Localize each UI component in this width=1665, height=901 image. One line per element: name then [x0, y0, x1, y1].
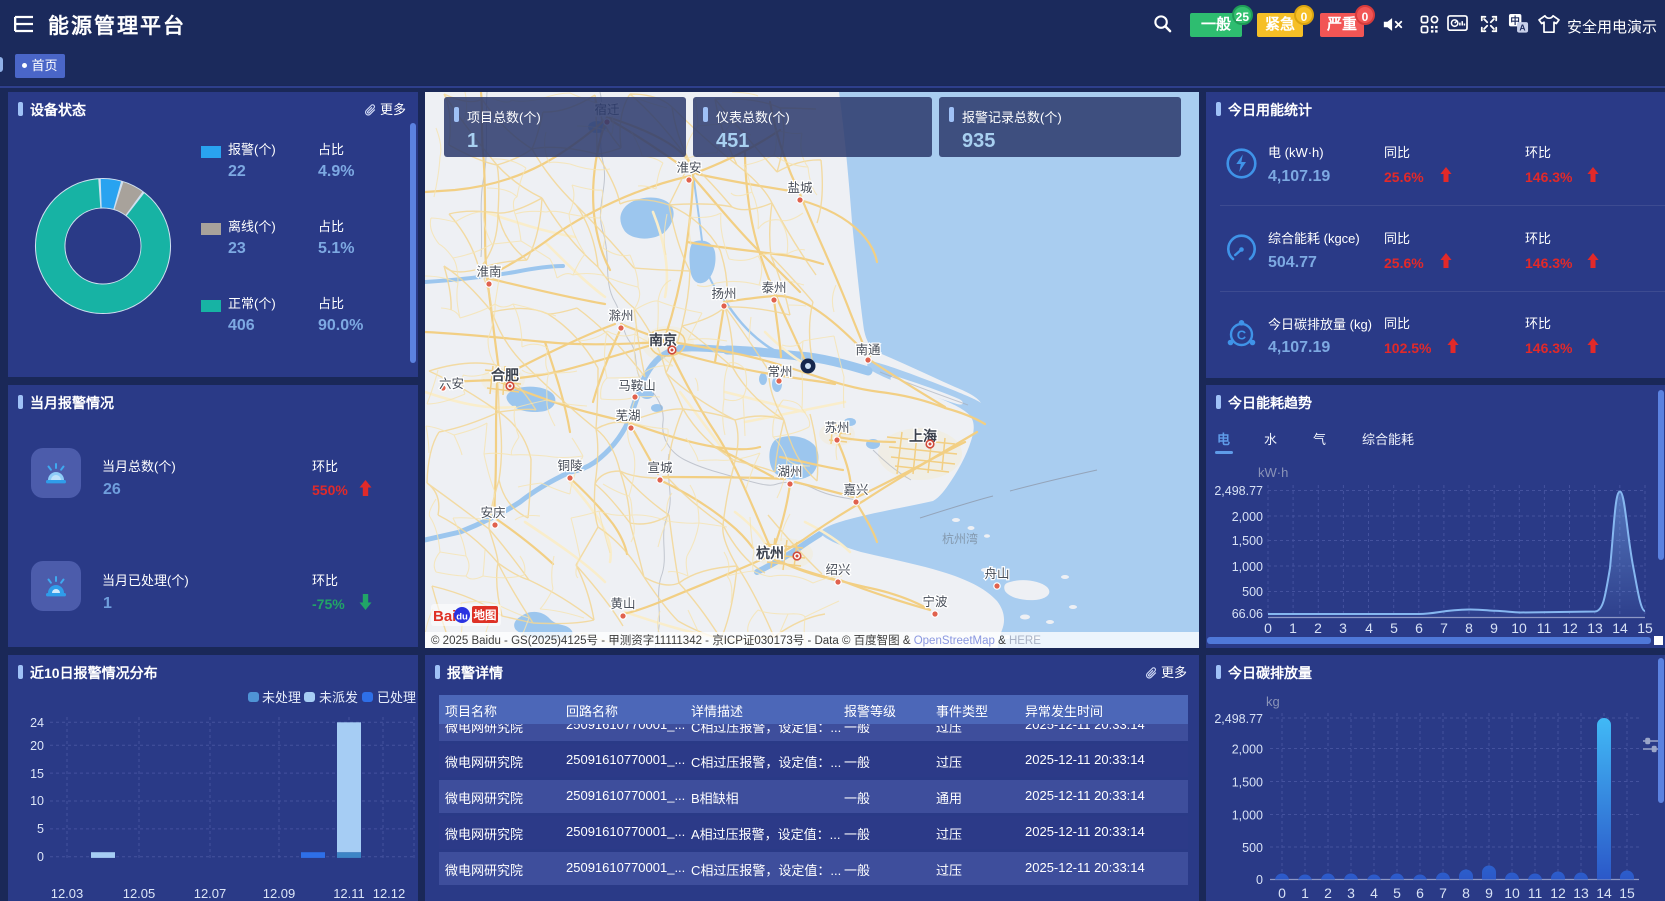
svg-text:黄山: 黄山 — [610, 597, 635, 611]
svg-text:kg: kg — [1266, 694, 1280, 709]
svg-text:13: 13 — [1587, 620, 1603, 636]
svg-text:12.09: 12.09 — [263, 886, 296, 901]
svg-text:2: 2 — [1324, 885, 1332, 901]
svg-text:12.11: 12.11 — [333, 886, 365, 901]
svg-text:6: 6 — [1415, 620, 1423, 636]
svg-text:14: 14 — [1612, 620, 1628, 636]
svg-text:12.12: 12.12 — [373, 886, 406, 901]
svg-text:安庆: 安庆 — [480, 505, 506, 520]
svg-text:2: 2 — [1314, 620, 1322, 636]
svg-text:中: 中 — [1510, 15, 1520, 27]
svg-text:合肥: 合肥 — [491, 367, 519, 383]
svg-text:A: A — [1519, 22, 1525, 32]
svg-text:0: 0 — [1278, 885, 1286, 901]
svg-text:扬州: 扬州 — [711, 286, 736, 301]
svg-text:5: 5 — [37, 822, 44, 836]
svg-text:4: 4 — [1370, 885, 1378, 901]
svg-text:2,498.77: 2,498.77 — [1214, 712, 1263, 726]
svg-text:未派发: 未派发 — [319, 690, 358, 705]
svg-text:地图: 地图 — [474, 608, 497, 622]
svg-text:C: C — [1237, 328, 1247, 343]
svg-text:7: 7 — [1439, 885, 1447, 901]
svg-text:9: 9 — [1490, 620, 1498, 636]
svg-text:已处理: 已处理 — [377, 690, 416, 705]
svg-text:0: 0 — [1256, 873, 1263, 887]
svg-text:芜湖: 芜湖 — [615, 408, 640, 423]
svg-text:湖州: 湖州 — [777, 464, 802, 479]
svg-text:11: 11 — [1537, 620, 1552, 636]
svg-text:4: 4 — [1365, 620, 1373, 636]
svg-text:du: du — [456, 612, 468, 623]
svg-text:宁波: 宁波 — [922, 594, 948, 609]
svg-text:1,500: 1,500 — [1232, 534, 1263, 548]
svg-text:滁州: 滁州 — [608, 308, 633, 323]
svg-text:12.05: 12.05 — [123, 886, 156, 901]
svg-text:0: 0 — [37, 850, 44, 864]
svg-text:500: 500 — [1242, 585, 1263, 599]
svg-text:常州: 常州 — [767, 365, 792, 379]
svg-text:2,000: 2,000 — [1232, 743, 1263, 757]
svg-text:13: 13 — [1573, 885, 1589, 901]
svg-text:15: 15 — [1619, 885, 1635, 901]
svg-text:1,000: 1,000 — [1232, 809, 1263, 823]
svg-text:3: 3 — [1339, 620, 1347, 636]
svg-text:kW·h: kW·h — [1258, 465, 1288, 480]
svg-text:马鞍山: 马鞍山 — [618, 379, 656, 393]
svg-text:10: 10 — [30, 794, 44, 808]
svg-text:1: 1 — [1289, 620, 1297, 636]
svg-text:66.06: 66.06 — [1232, 607, 1263, 621]
svg-text:南京: 南京 — [649, 332, 677, 348]
svg-text:嘉兴: 嘉兴 — [843, 483, 868, 497]
svg-text:杭州湾: 杭州湾 — [942, 531, 978, 546]
svg-text:5: 5 — [1390, 620, 1398, 636]
svg-text:2,498.77: 2,498.77 — [1214, 484, 1263, 498]
svg-text:24: 24 — [30, 716, 44, 730]
svg-text:铜陵: 铜陵 — [557, 458, 583, 473]
svg-text:12.03: 12.03 — [51, 886, 84, 901]
svg-text:12: 12 — [1562, 620, 1578, 636]
svg-text:1,000: 1,000 — [1232, 560, 1263, 574]
svg-text:14: 14 — [1596, 885, 1612, 901]
svg-text:© 2025 Baidu - GS(2025)4125号 -: © 2025 Baidu - GS(2025)4125号 - 甲测资字11111… — [431, 633, 1041, 647]
svg-text:绍兴: 绍兴 — [825, 563, 850, 577]
svg-text:泰州: 泰州 — [761, 281, 786, 295]
svg-text:未处理: 未处理 — [262, 690, 301, 705]
svg-text:6: 6 — [1416, 885, 1424, 901]
svg-text:南通: 南通 — [855, 342, 881, 357]
svg-text:舟山: 舟山 — [984, 567, 1009, 581]
svg-text:15: 15 — [30, 767, 44, 781]
svg-text:11: 11 — [1528, 885, 1543, 901]
svg-text:3: 3 — [1347, 885, 1355, 901]
svg-text:0: 0 — [1264, 620, 1272, 636]
svg-text:2,000: 2,000 — [1232, 510, 1263, 524]
svg-text:500: 500 — [1242, 841, 1263, 855]
svg-text:1: 1 — [1301, 885, 1309, 901]
svg-text:淮安: 淮安 — [676, 160, 701, 175]
svg-text:8: 8 — [1465, 620, 1473, 636]
svg-text:10: 10 — [1504, 885, 1520, 901]
svg-text:15: 15 — [1637, 620, 1653, 636]
svg-text:8: 8 — [1462, 885, 1470, 901]
svg-text:苏州: 苏州 — [824, 420, 849, 435]
svg-text:六安: 六安 — [439, 376, 464, 391]
svg-text:7: 7 — [1440, 620, 1448, 636]
svg-text:1,500: 1,500 — [1232, 776, 1263, 790]
svg-text:9: 9 — [1485, 885, 1493, 901]
svg-text:5: 5 — [1393, 885, 1401, 901]
svg-text:Bai: Bai — [433, 608, 456, 625]
svg-text:12: 12 — [1550, 885, 1566, 901]
svg-text:杭州: 杭州 — [756, 545, 784, 561]
svg-text:宣城: 宣城 — [647, 460, 673, 475]
svg-text:盐城: 盐城 — [787, 181, 813, 195]
svg-text:12.07: 12.07 — [194, 886, 227, 901]
svg-text:淮南: 淮南 — [476, 264, 501, 279]
svg-text:10: 10 — [1511, 620, 1527, 636]
svg-text:20: 20 — [30, 739, 44, 753]
